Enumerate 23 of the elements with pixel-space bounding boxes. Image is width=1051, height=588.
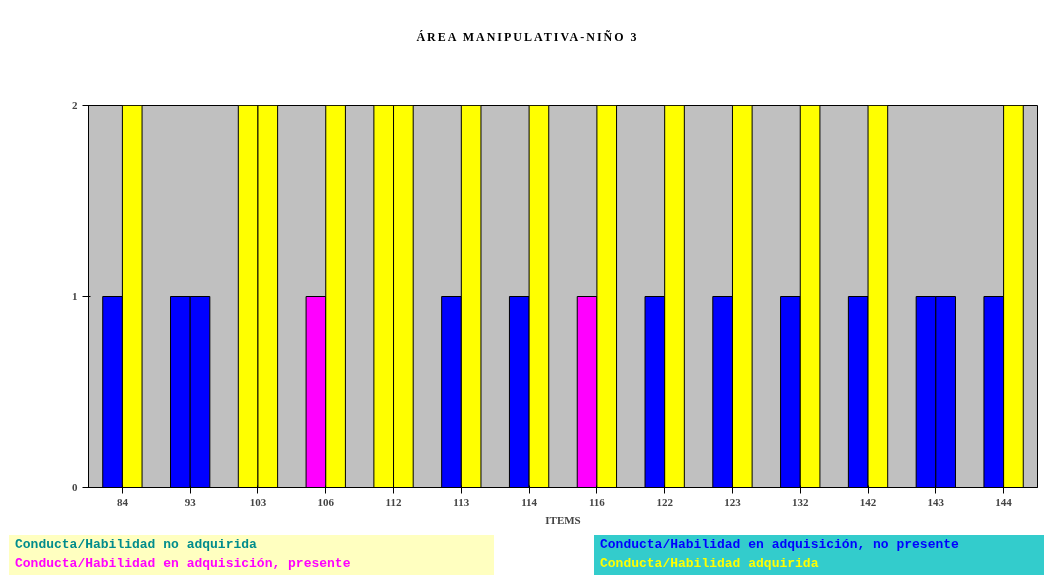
x-axis-title: ITEMS xyxy=(545,513,581,526)
x-tick-label: 142 xyxy=(859,495,877,508)
x-tick-label: 144 xyxy=(995,495,1013,508)
x-tick-label: 116 xyxy=(588,495,606,508)
x-tick-label: 106 xyxy=(317,495,335,508)
x-tick-label: 143 xyxy=(927,495,945,508)
x-tick-label: 114 xyxy=(521,495,538,508)
x-tick-label: 84 xyxy=(116,495,129,508)
y-tick-label: 0 xyxy=(72,481,78,493)
y-tick-label: 2 xyxy=(72,99,78,111)
text: Conducta/Habilidad no adquirida xyxy=(15,536,258,554)
x-tick-label: 93 xyxy=(184,495,197,508)
chart-title: ÁREA MANIPULATIVA-NIÑO 3 xyxy=(416,29,639,46)
x-tick-label: 132 xyxy=(792,495,809,508)
x-tick-label: 103 xyxy=(249,495,267,508)
x-tick-label: 123 xyxy=(724,495,742,508)
x-tick-label: 113 xyxy=(453,495,470,508)
text: Conducta/Habilidad en adquisición, no presente xyxy=(600,536,959,554)
text: Conducta/Habilidad en adquisición, presente xyxy=(15,555,351,573)
x-tick-label: 122 xyxy=(656,495,674,508)
x-tick-label: 112 xyxy=(385,495,402,508)
text: Conducta/Habilidad adquirida xyxy=(600,555,820,573)
y-tick-label: 1 xyxy=(72,290,78,302)
